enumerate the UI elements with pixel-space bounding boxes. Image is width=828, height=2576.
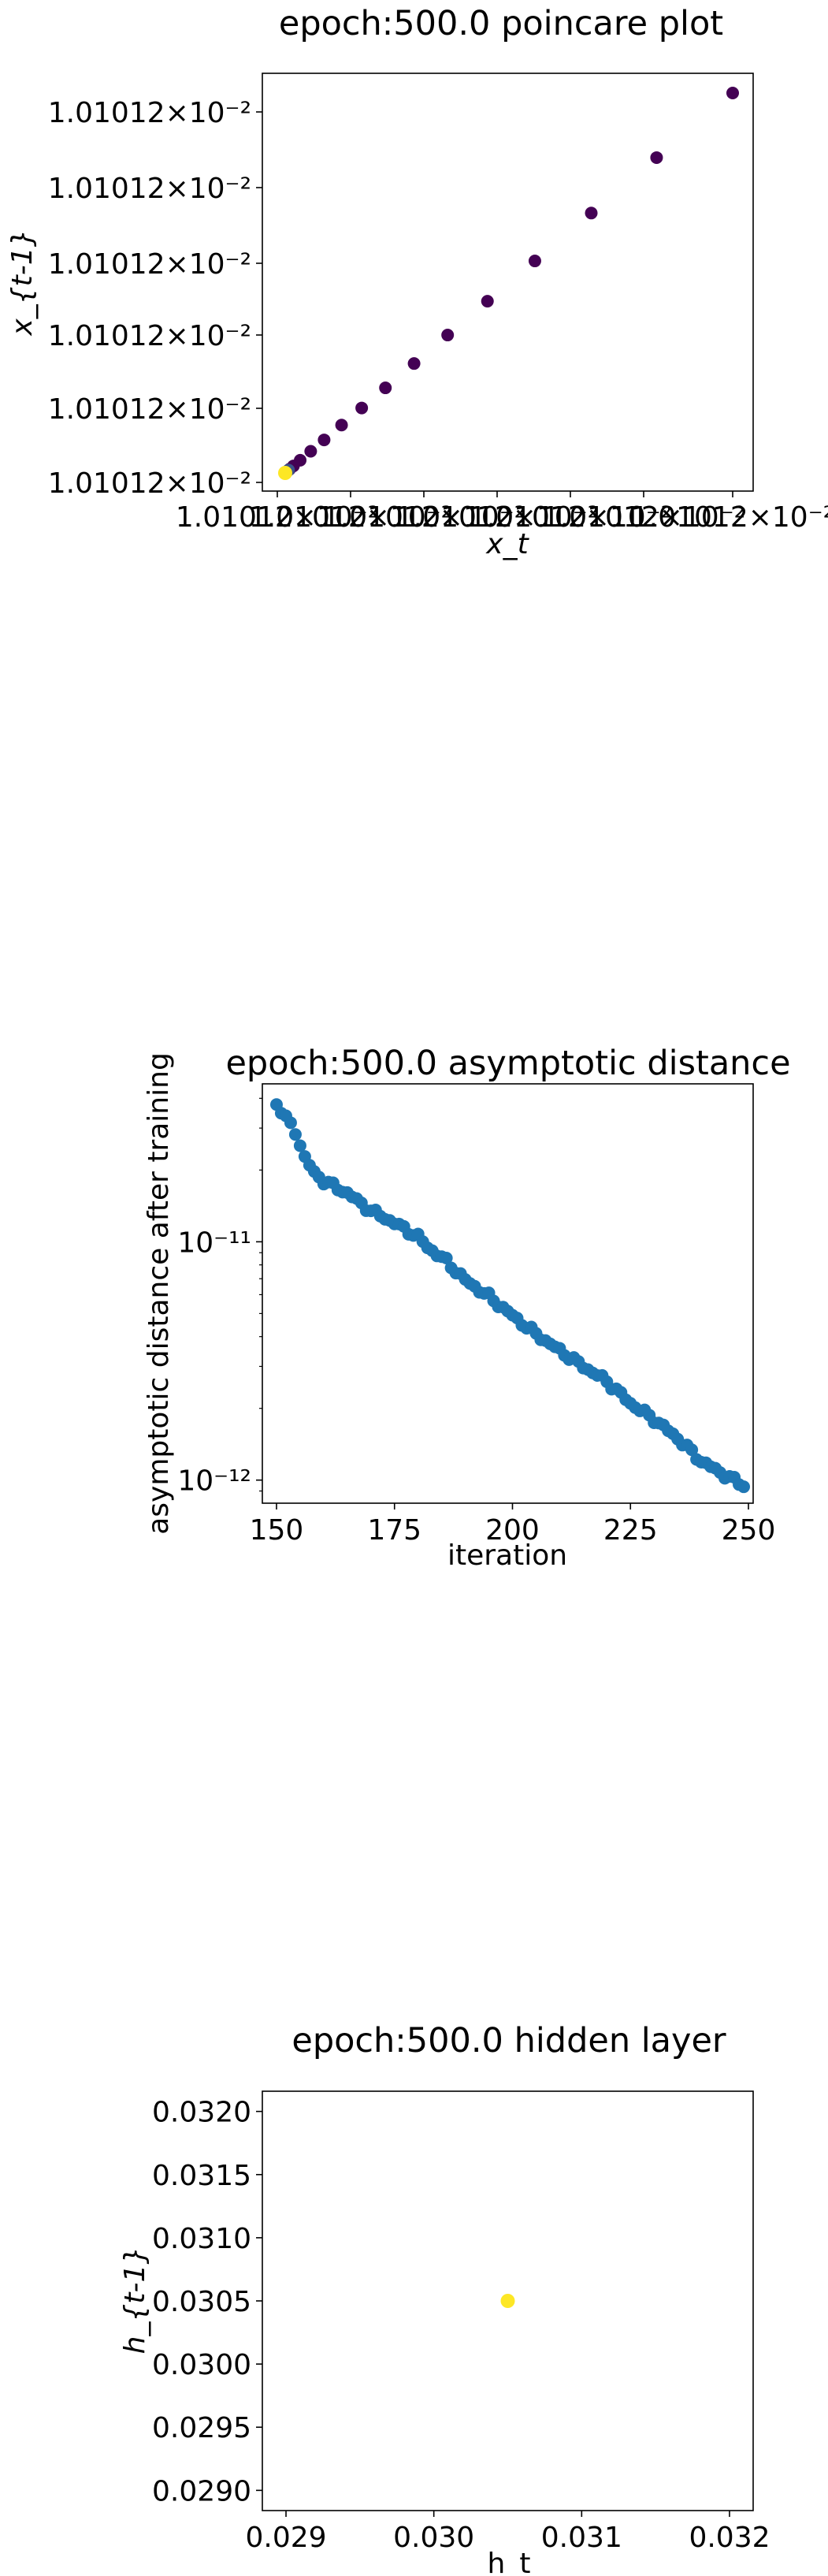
hidden-layer-x-tick-label: 0.030 [393,2522,474,2554]
poincare-x-tick-label: 1.01012×10⁻² [469,501,672,534]
poincare-point [304,445,317,458]
hidden-layer-y-axis-label: h_{t-1} [119,2247,151,2355]
poincare-point [481,295,494,308]
asymptotic-x-ticks: 150 175 200 225 250 [250,1503,776,1547]
asymptotic-point [293,1139,306,1152]
hidden-layer-point [500,2294,515,2308]
asymptotic-x-tick-label: 250 [722,1514,776,1547]
poincare-y-axis-label-text: x_{t-1} [6,229,39,336]
asymptotic-point [288,1128,302,1141]
poincare-y-tick-label: 1.01012×10⁻² [48,173,251,205]
poincare-x-tick-label: 1.01012×10⁻² [542,501,745,534]
hidden-layer-y-axis-label-text: h_{t-1} [119,2247,151,2355]
asymptotic-point [284,1116,297,1130]
poincare-point [726,87,739,99]
asymptotic-plot-frame [262,1083,754,1504]
hidden-layer-x-tick-label: 0.031 [541,2522,622,2554]
asymptotic-x-tick-label: 225 [603,1514,658,1547]
asymptotic-point [737,1480,751,1494]
hidden-layer-points [500,2294,515,2308]
poincare-point [528,255,541,268]
poincare-point [355,401,369,415]
hidden-layer-y-tick-label: 0.0290 [152,2475,251,2507]
asymptotic-x-axis-label: iteration [447,1539,567,1572]
hidden-layer-y-tick-label: 0.0295 [152,2412,251,2444]
poincare-final-point [278,466,292,480]
hidden-layer-chart: epoch:500.0 hidden layer 0.02900.02950.0… [119,2021,770,2576]
hidden-layer-y-tick-label: 0.0315 [152,2160,251,2192]
poincare-y-tick-label: 1.01012×10⁻² [48,97,251,129]
hidden-layer-y-tick-label: 0.0300 [152,2349,251,2381]
hidden-layer-y-ticks: 0.0290 0.0295 0.0300 0.0305 0.0310 0.0315 0.03… [152,2097,262,2507]
poincare-x-axis-label-text: x_t [485,528,529,560]
poincare-point [585,207,598,220]
hidden-layer-x-ticks: 0.029 0.030 0.031 0.032 [245,2511,770,2554]
hidden-layer-y-tick-label: 0.0320 [152,2097,251,2129]
poincare-y-axis-label: x_{t-1} [6,229,39,336]
hidden-layer-x-tick-label: 0.032 [689,2522,770,2554]
poincare-plot-frame [262,73,754,492]
asymptotic-point [685,1443,699,1457]
poincare-point [294,453,307,467]
poincare-x-tick-label: 1.01012×10⁻² [249,501,452,534]
hidden-layer-title: epoch:500.0 hidden layer [291,2021,726,2060]
poincare-point [407,357,421,370]
poincare-point [335,419,348,432]
poincare-x-axis-label: x_t [485,528,529,560]
asymptotic-x-tick-label: 200 [485,1514,540,1547]
poincare-x-tick-label: 1.01012×10⁻² [631,501,828,534]
poincare-points [278,87,739,480]
poincare-point [379,382,392,395]
asymptotic-y-tick-label: 10⁻¹¹ [177,1227,251,1259]
poincare-chart: epoch:500.0 poincare plot 1.01012×10⁻²1.… [6,4,828,560]
asymptotic-point [440,1251,453,1264]
poincare-x-tick-label: 1.01012×10⁻² [176,501,379,534]
asymptotic-x-tick-label: 175 [367,1514,421,1547]
poincare-y-tick-label: 1.01012×10⁻² [48,248,251,281]
poincare-x-ticks: 1.01012×10⁻²1.01012×10⁻²1.01012×10⁻²1.01… [176,491,828,534]
poincare-y-tick-label: 1.01012×10⁻² [48,393,251,426]
poincare-point [317,434,331,447]
poincare-y-tick-label: 1.01012×10⁻² [48,467,251,500]
poincare-point [650,151,663,164]
poincare-x-tick-label: 1.01012×10⁻² [322,501,525,534]
asymptotic-y-ticks: 10⁻¹² 10⁻¹¹ [177,1097,262,1498]
asymptotic-distance-chart: epoch:500.0 asymptotic distance 10⁻¹²10⁻… [143,1044,791,1572]
poincare-title: epoch:500.0 poincare plot [279,4,723,43]
hidden-layer-y-tick-label: 0.0310 [152,2223,251,2255]
hidden-layer-y-tick-label: 0.0305 [152,2286,251,2318]
asymptotic-points [269,1098,751,1494]
poincare-y-ticks: 1.01012×10⁻² 1.01012×10⁻² 1.01012×10⁻² 1.01… [48,97,262,500]
asymptotic-y-axis-label: asymptotic distance after training [143,1052,175,1535]
poincare-y-tick-label: 1.01012×10⁻² [48,320,251,352]
hidden-layer-x-axis-label: h_t [488,2548,531,2576]
hidden-layer-x-tick-label: 0.029 [245,2522,326,2554]
asymptotic-x-tick-label: 150 [250,1514,304,1547]
poincare-x-tick-label: 1.01012×10⁻² [395,501,599,534]
asymptotic-y-tick-label: 10⁻¹² [177,1465,251,1498]
asymptotic-title: epoch:500.0 asymptotic distance [225,1044,790,1083]
poincare-point [441,329,455,342]
